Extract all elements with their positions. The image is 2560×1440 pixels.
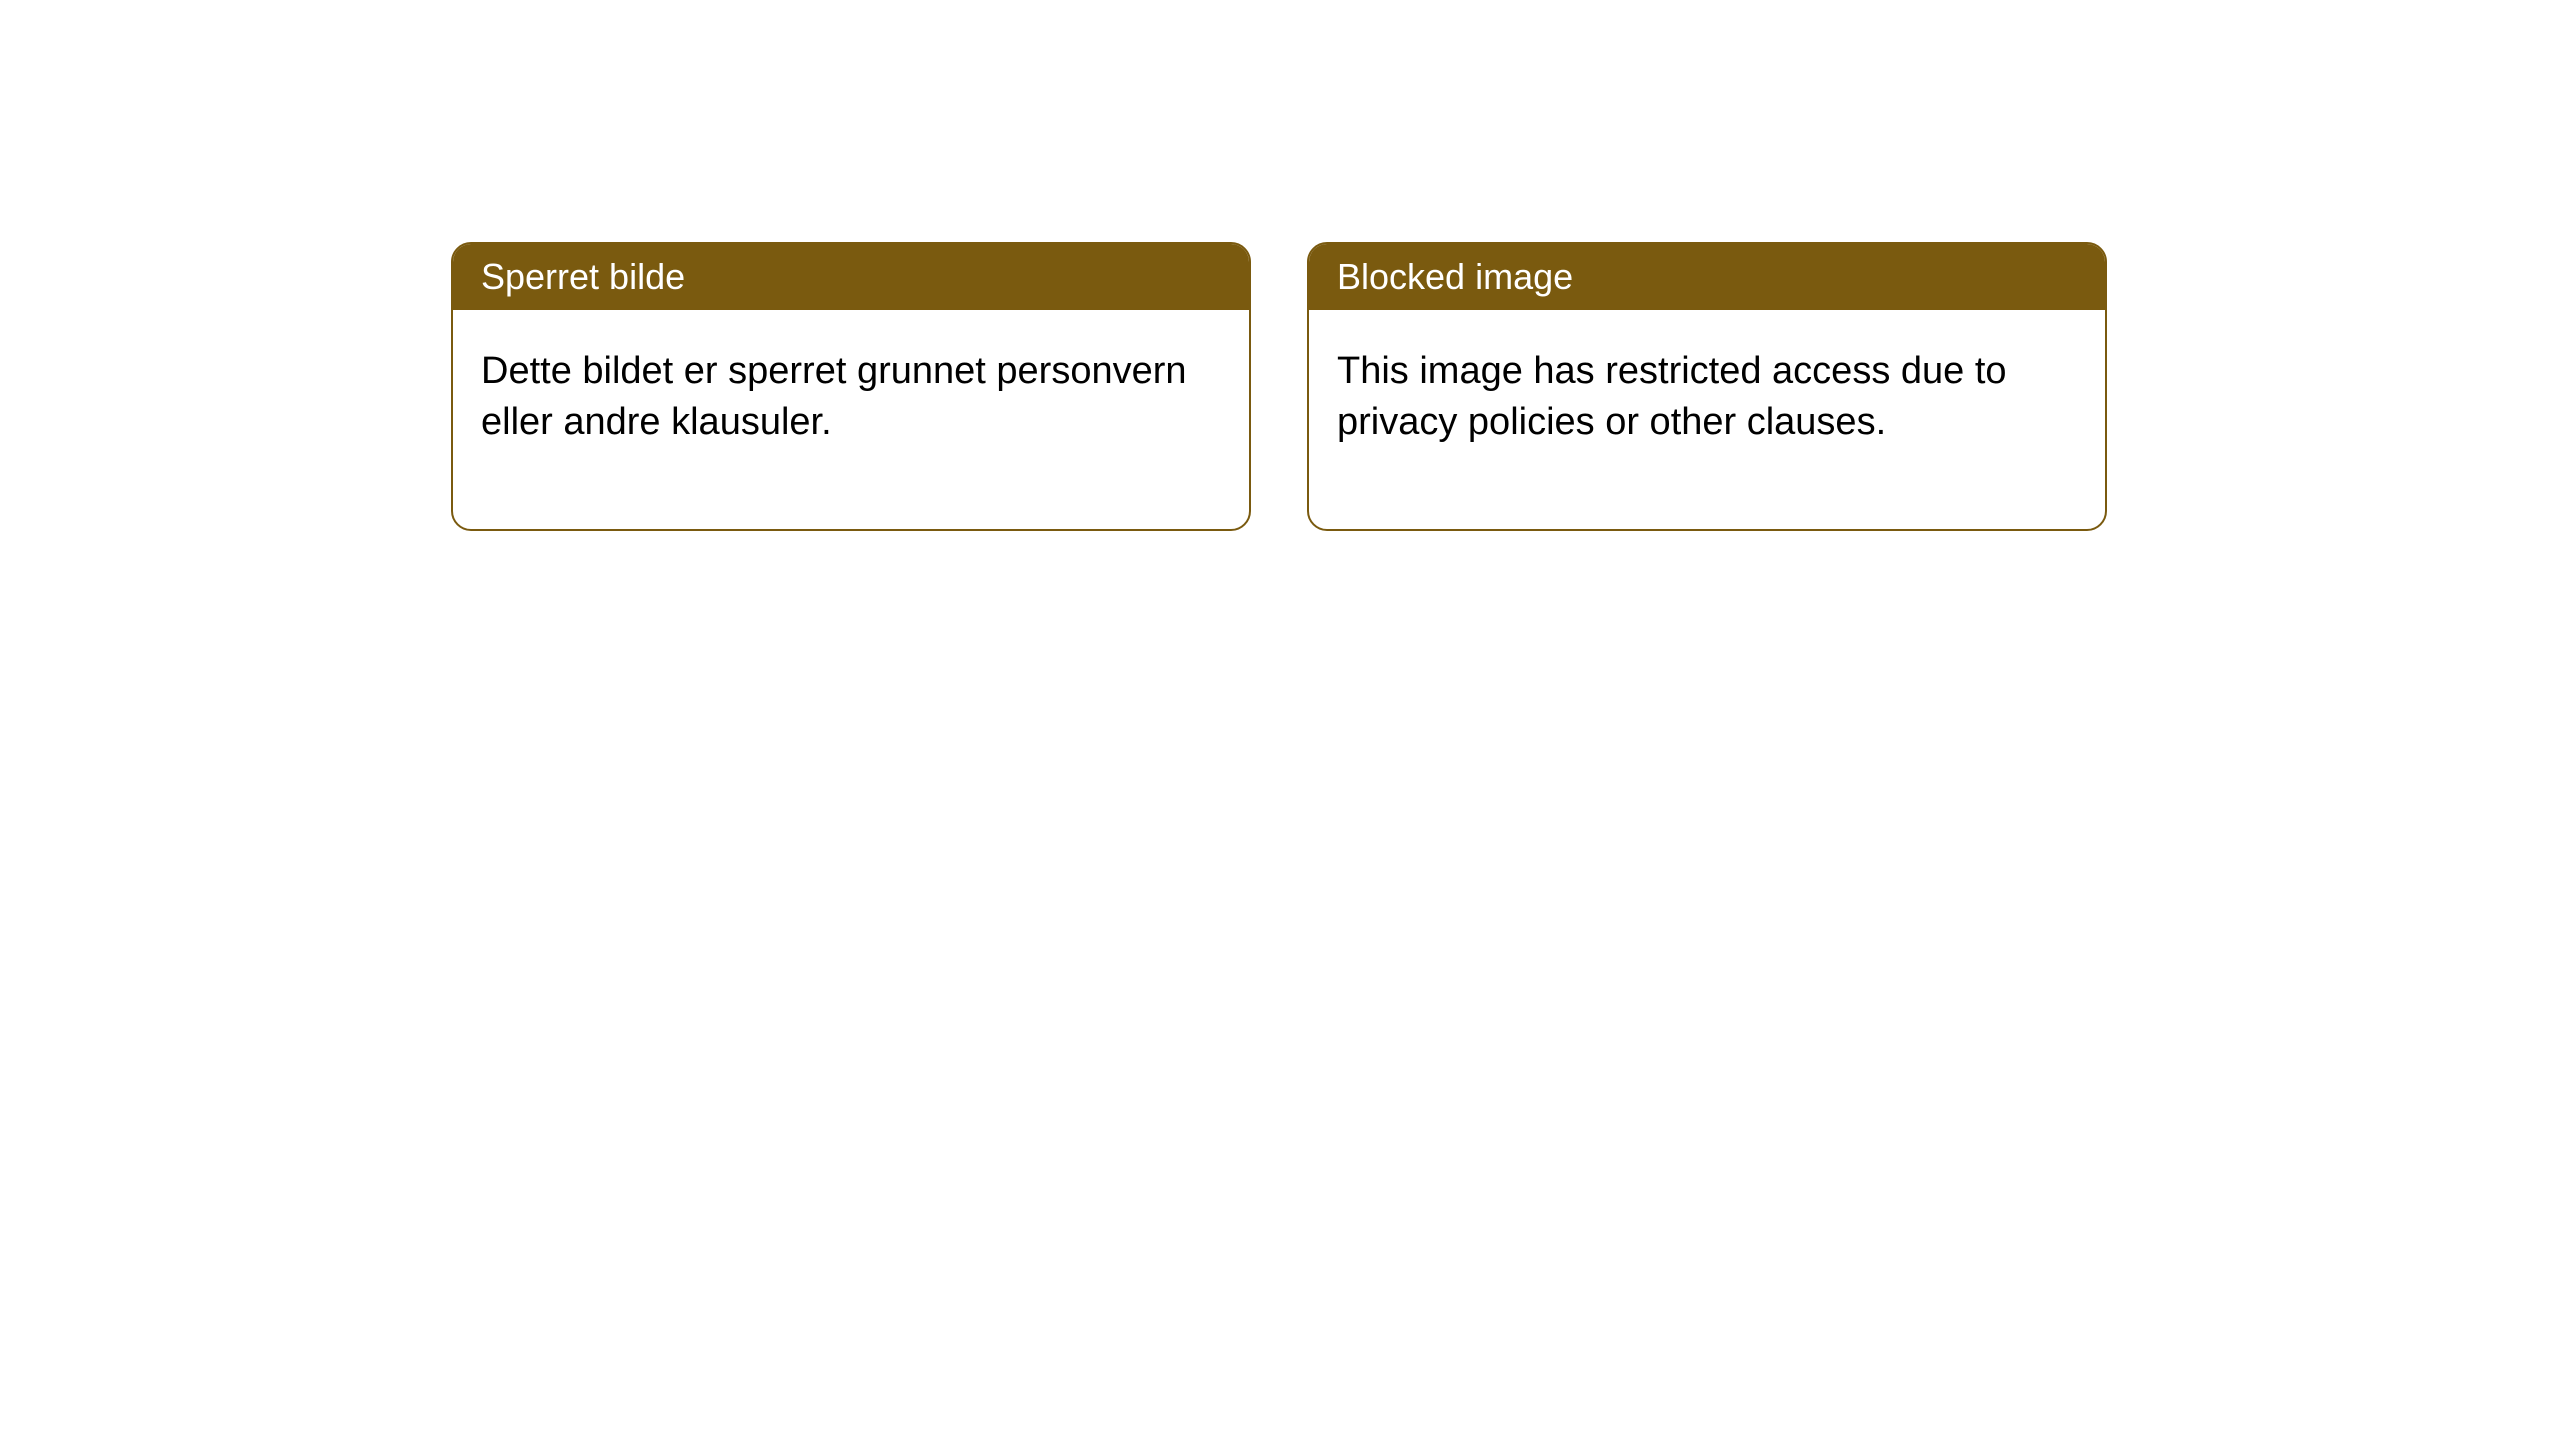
notice-header-norwegian: Sperret bilde — [453, 244, 1249, 310]
notice-header-english: Blocked image — [1309, 244, 2105, 310]
notice-card-norwegian: Sperret bilde Dette bildet er sperret gr… — [451, 242, 1251, 531]
notice-card-english: Blocked image This image has restricted … — [1307, 242, 2107, 531]
notice-body-english: This image has restricted access due to … — [1309, 310, 2105, 529]
notice-title-norwegian: Sperret bilde — [481, 256, 685, 297]
notice-title-english: Blocked image — [1337, 256, 1573, 297]
notice-text-english: This image has restricted access due to … — [1337, 350, 2007, 443]
notice-body-norwegian: Dette bildet er sperret grunnet personve… — [453, 310, 1249, 529]
notices-container: Sperret bilde Dette bildet er sperret gr… — [451, 242, 2107, 531]
notice-text-norwegian: Dette bildet er sperret grunnet personve… — [481, 350, 1187, 443]
